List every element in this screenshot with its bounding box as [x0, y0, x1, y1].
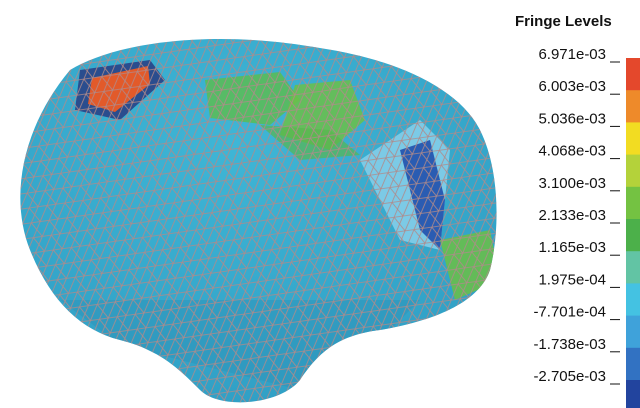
- legend-level-label: 1.165e-03: [538, 239, 606, 256]
- legend-color-band: [626, 154, 640, 188]
- legend-color-band: [626, 186, 640, 220]
- legend-color-band: [626, 219, 640, 252]
- legend-color-band: [626, 315, 640, 349]
- legend-color-band: [626, 283, 640, 317]
- legend-color-band: [626, 347, 640, 381]
- legend-color-band: [626, 251, 640, 284]
- legend-level-label: -1.738e-03: [533, 336, 606, 353]
- legend-level-label: 4.068e-03: [538, 143, 606, 160]
- legend-level-label: 6.003e-03: [538, 78, 606, 95]
- legend-level-label: 1.975e-04: [538, 271, 606, 288]
- legend-level-label: 2.133e-03: [538, 207, 606, 224]
- legend-title: Fringe Levels: [515, 13, 612, 30]
- legend-color-band: [626, 380, 640, 408]
- legend-color-band: [626, 90, 640, 123]
- legend: 6.971e-03 6.003e-03 5.036e-03 4.068e-03 3.10…: [533, 46, 640, 408]
- legend-level-label: 5.036e-03: [538, 110, 606, 127]
- legend-color-band: [626, 122, 640, 156]
- legend-level-label: -7.701e-04: [533, 304, 606, 321]
- legend-level-label: 3.100e-03: [538, 175, 606, 192]
- legend-level-label: 6.971e-03: [538, 46, 606, 63]
- legend-level-label: -2.705e-03: [533, 368, 606, 385]
- mesh-model: [20, 39, 497, 403]
- legend-color-band: [626, 58, 640, 91]
